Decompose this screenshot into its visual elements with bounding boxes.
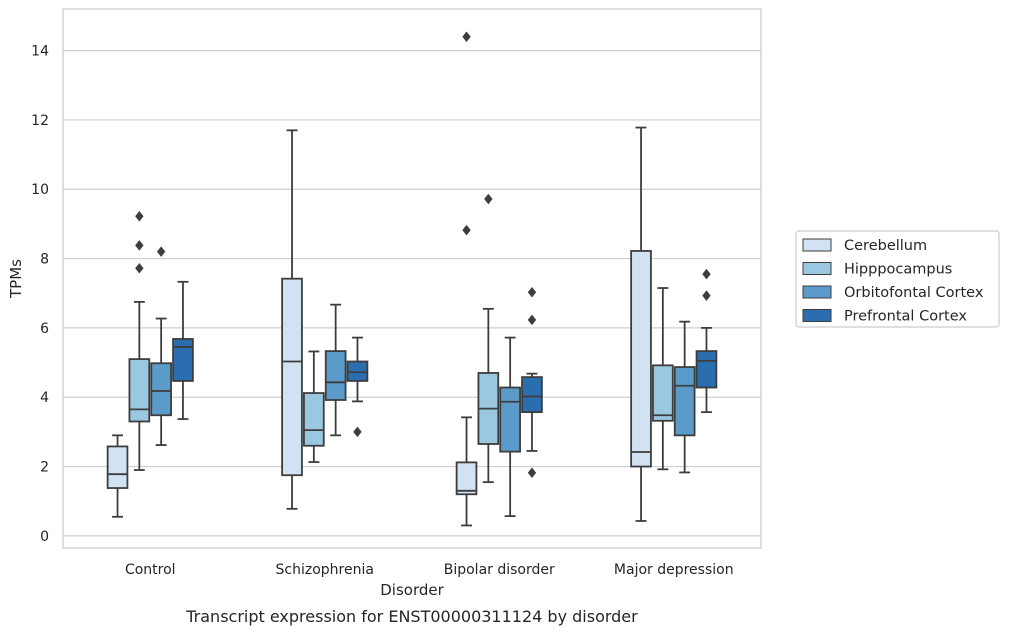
legend-swatch [802,285,832,299]
box-cerebellum-control [106,434,129,518]
y-tick-label: 0 [40,529,49,545]
chart-caption: Transcript expression for ENST0000031112… [185,607,638,626]
box-hipppocampus-bipolar-disorder [477,193,500,484]
x-axis-title: Disorder [380,581,444,599]
legend-label: Hipppocampus [844,262,952,278]
y-tick-label: 12 [31,113,49,129]
box-iqr [324,350,347,401]
outlier-point [156,246,166,257]
outlier-point [484,193,493,205]
box-iqr [499,386,521,453]
box-iqr [455,461,478,496]
x-tick-label: Control [125,562,176,578]
outlier-point [135,211,144,222]
legend: Cerebellum Hipppocampus Orbitofontal Corte… [795,230,1000,328]
box-iqr [281,277,303,477]
outlier-point [702,290,711,301]
legend-swatch [802,309,832,322]
box-iqr [630,250,652,468]
box-iqr [521,376,543,414]
box-prefrontal-cortex-schizophrenia [346,336,369,438]
box-iqr [172,338,194,382]
x-tick-label: Bipolar disorder [444,562,555,578]
box-iqr [150,362,172,417]
y-tick-label: 2 [40,460,49,476]
y-tick-label: 6 [40,321,49,337]
box-iqr [128,358,151,423]
y-axis-title: TPMs [7,259,25,299]
box-hipppocampus-major-depression [652,287,674,471]
x-axis-tick-labels: Control Schizophrenia Bipolar disorder Majo… [125,562,734,578]
box-iqr [652,364,674,422]
legend-label: Cerebellum [844,238,927,254]
box-orbitofontal-cortex-bipolar-disorder [499,336,521,518]
outlier-point [135,240,144,251]
box-marks [106,31,718,527]
legend-frame [795,230,1000,328]
box-hipppocampus-control [128,211,151,471]
outlier-point [135,263,144,274]
box-cerebellum-major-depression [630,126,652,522]
legend-label: Prefrontal Cortex [844,309,967,325]
outlier-point [527,314,537,326]
x-tick-label: Schizophrenia [276,562,374,578]
box-prefrontal-cortex-control [172,280,194,420]
box-iqr [695,350,718,389]
y-tick-label: 10 [31,182,49,198]
outlier-point [353,426,362,438]
legend-label: Orbitofontal Cortex [844,285,984,301]
x-tick-label: Major depression [614,562,734,578]
box-orbitofontal-cortex-control [150,246,172,446]
y-tick-label: 4 [40,390,49,406]
box-hipppocampus-schizophrenia [303,350,325,463]
box-orbitofontal-cortex-schizophrenia [324,303,347,437]
grid-lines [63,49,761,537]
y-axis-tick-labels: 0 2 4 6 8 10 12 14 [31,44,49,545]
legend-swatch [802,238,832,252]
outlier-point [527,467,537,479]
box-iqr [303,392,325,447]
outlier-point [527,286,537,298]
plot-area-frame [62,8,762,549]
box-iqr [346,360,369,382]
outlier-point [702,268,711,280]
outlier-point [462,31,471,42]
y-tick-label: 8 [40,252,49,268]
box-orbitofontal-cortex-major-depression [673,320,696,474]
box-cerebellum-bipolar-disorder [455,31,478,527]
box-cerebellum-schizophrenia [281,129,303,510]
box-iqr [673,366,696,437]
y-tick-label: 14 [31,44,49,60]
outlier-point [462,224,471,236]
box-iqr [106,445,129,489]
legend-swatch [802,262,832,275]
box-prefrontal-cortex-major-depression [695,268,718,414]
box-prefrontal-cortex-bipolar-disorder [521,286,543,479]
